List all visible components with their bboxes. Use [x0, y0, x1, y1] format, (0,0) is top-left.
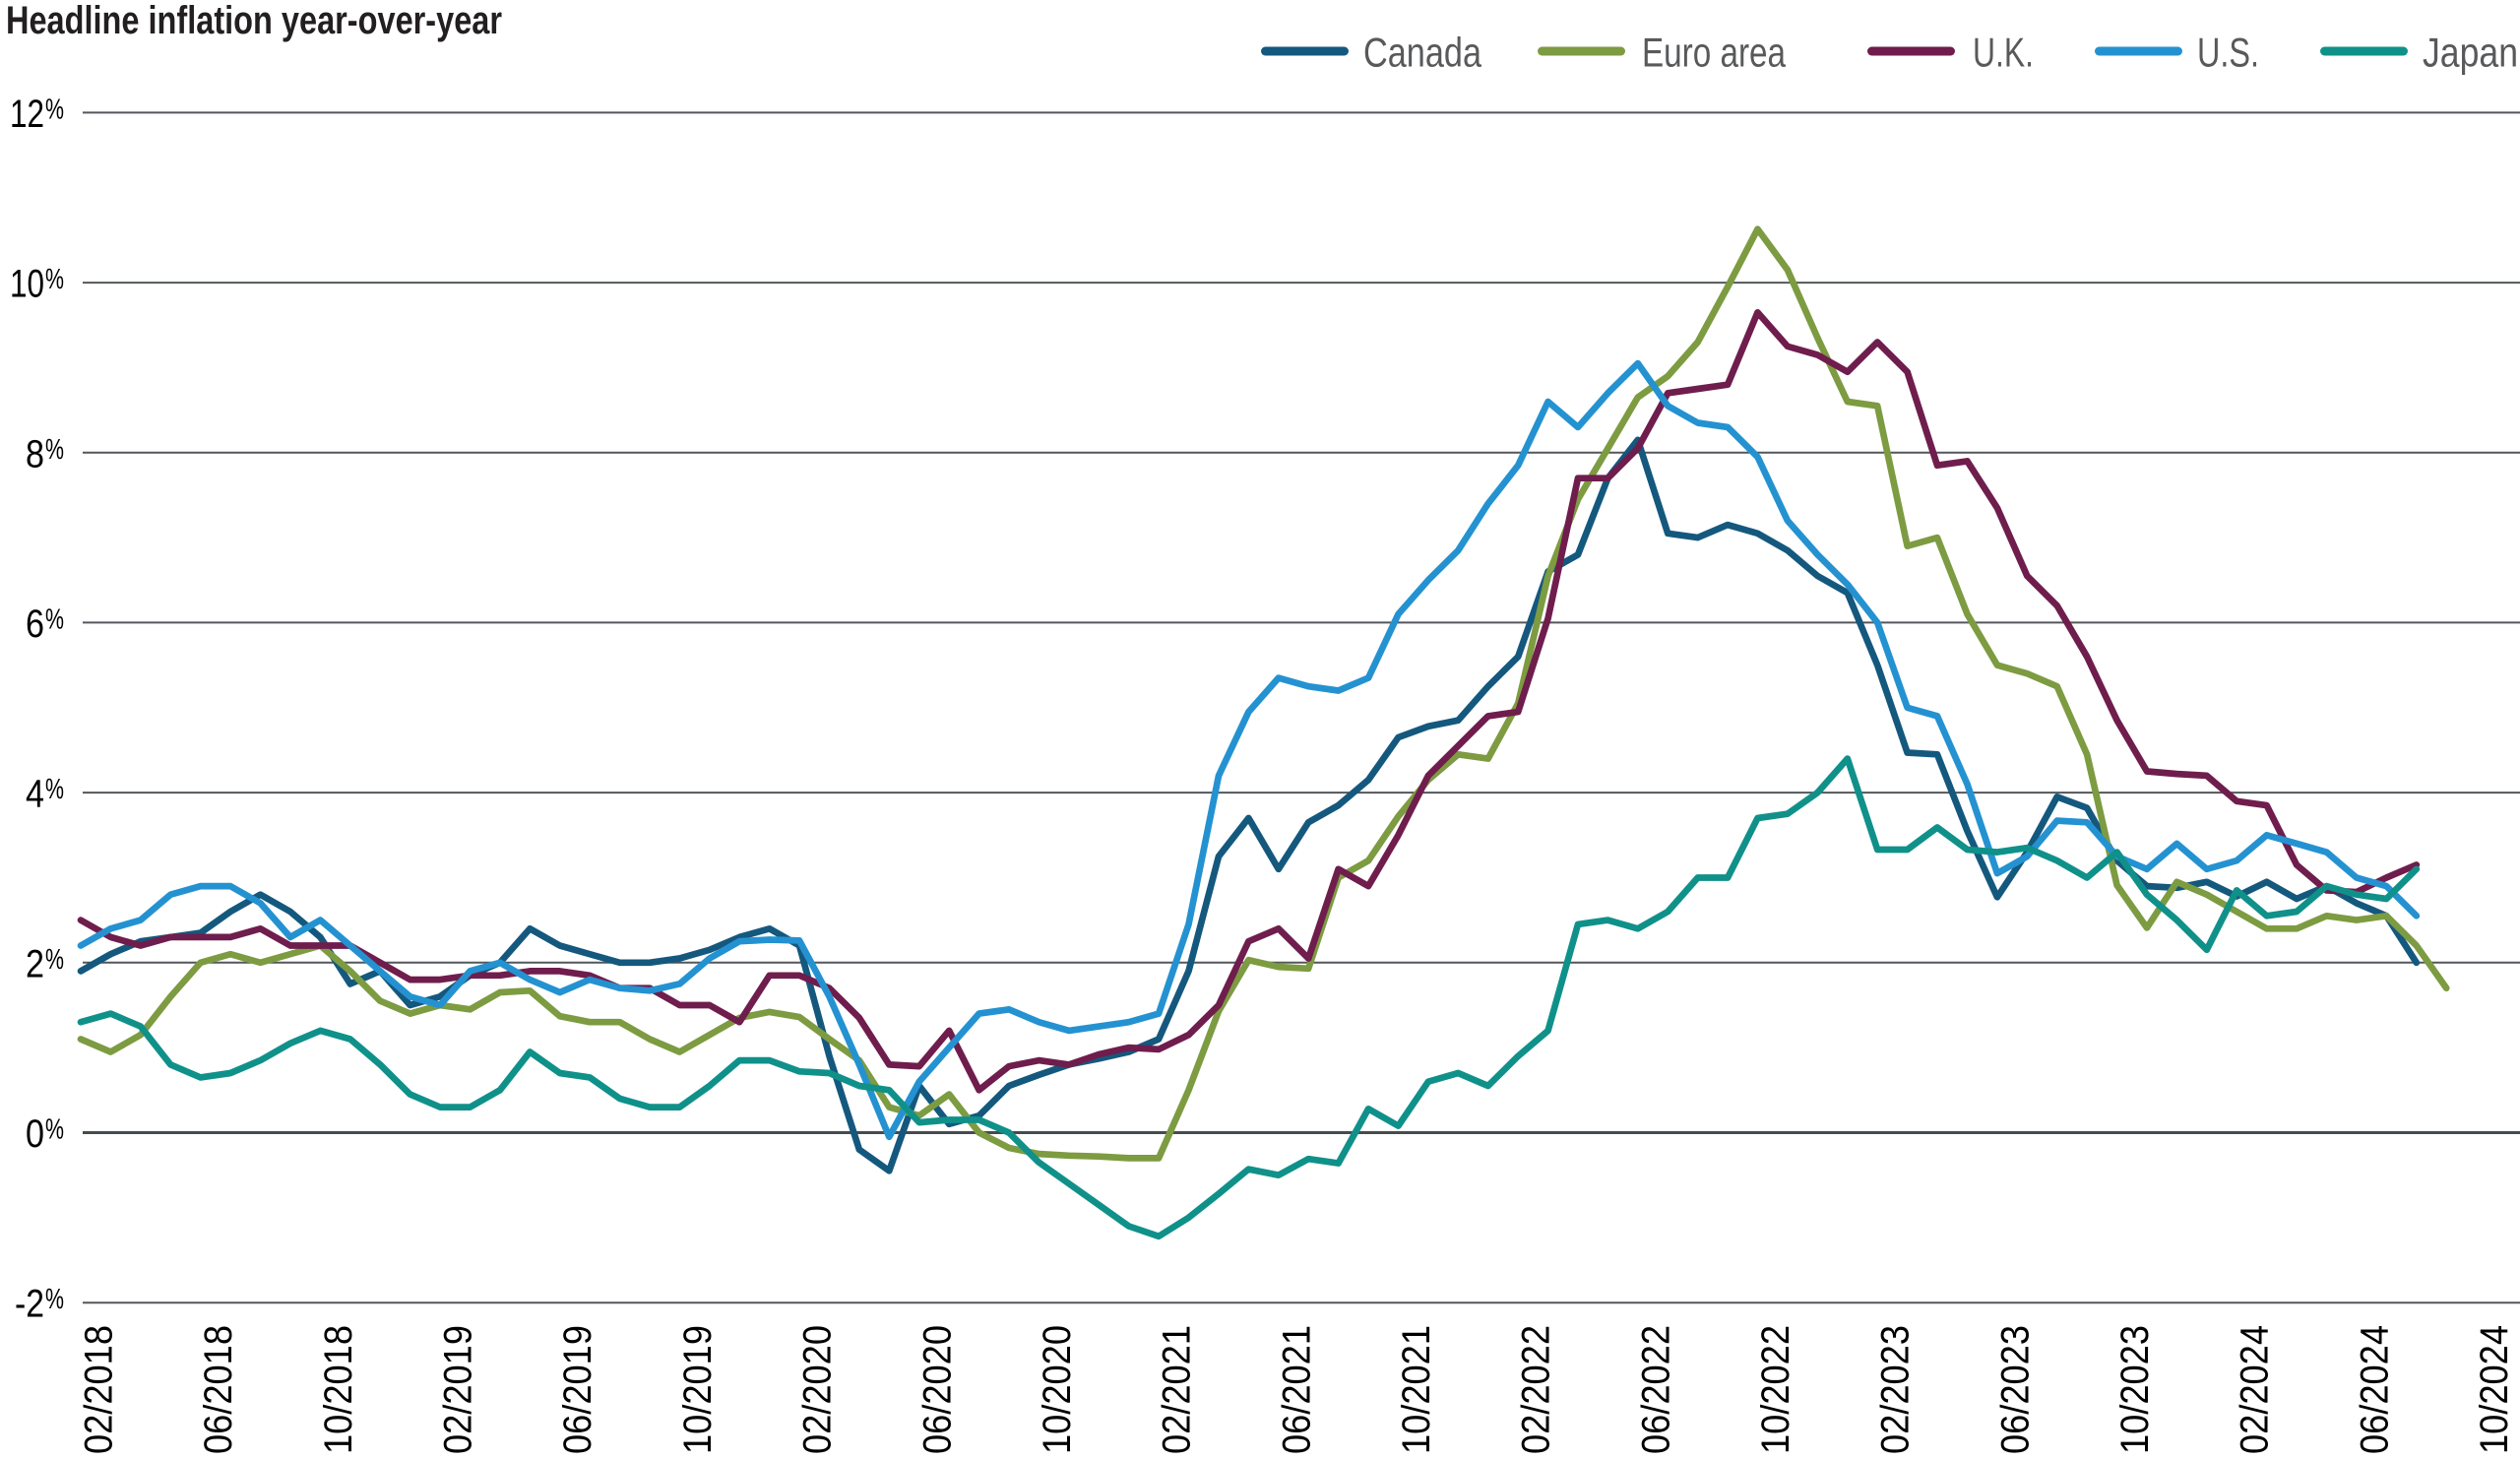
svg-text:U.S.: U.S. — [2197, 30, 2259, 76]
svg-text:10/2021: 10/2021 — [1395, 1325, 1438, 1454]
svg-text:06/2022: 06/2022 — [1634, 1325, 1677, 1454]
svg-text:02/2021: 02/2021 — [1156, 1325, 1199, 1454]
svg-text:10/2018: 10/2018 — [317, 1325, 360, 1454]
svg-text:Canada: Canada — [1363, 30, 1482, 76]
svg-text:6: 6 — [26, 603, 44, 646]
svg-text:-2: -2 — [15, 1283, 44, 1326]
svg-text:Euro area: Euro area — [1642, 30, 1787, 76]
svg-text:02/2022: 02/2022 — [1515, 1325, 1558, 1454]
svg-text:10/2024: 10/2024 — [2473, 1325, 2516, 1454]
svg-text:4: 4 — [26, 773, 44, 816]
svg-text:02/2018: 02/2018 — [78, 1325, 121, 1454]
svg-text:10/2019: 10/2019 — [676, 1325, 720, 1454]
svg-text:06/2023: 06/2023 — [1993, 1325, 2037, 1454]
svg-text:10: 10 — [10, 263, 44, 306]
svg-text:Headline inflation year-over-y: Headline inflation year-over-year — [6, 0, 502, 42]
svg-text:12: 12 — [10, 93, 44, 136]
svg-text:%: % — [45, 1284, 64, 1315]
svg-text:10/2022: 10/2022 — [1754, 1325, 1797, 1454]
svg-text:%: % — [45, 94, 64, 125]
svg-text:Japan: Japan — [2423, 30, 2518, 76]
svg-text:U.K.: U.K. — [1973, 30, 2034, 76]
svg-text:02/2020: 02/2020 — [796, 1325, 840, 1454]
svg-text:06/2018: 06/2018 — [197, 1325, 240, 1454]
svg-text:10/2023: 10/2023 — [2113, 1325, 2157, 1454]
svg-text:%: % — [45, 264, 64, 295]
svg-text:%: % — [45, 1114, 64, 1146]
svg-text:06/2019: 06/2019 — [556, 1325, 599, 1454]
svg-text:02/2019: 02/2019 — [437, 1325, 480, 1454]
svg-text:%: % — [45, 944, 64, 976]
svg-text:0: 0 — [26, 1112, 44, 1156]
svg-text:06/2024: 06/2024 — [2353, 1325, 2396, 1454]
svg-text:8: 8 — [26, 432, 44, 476]
svg-text:%: % — [45, 603, 64, 635]
svg-text:02/2023: 02/2023 — [1874, 1325, 1918, 1454]
svg-text:06/2020: 06/2020 — [915, 1325, 959, 1454]
svg-text:2: 2 — [26, 942, 44, 985]
svg-text:10/2020: 10/2020 — [1036, 1325, 1079, 1454]
svg-text:%: % — [45, 434, 64, 466]
svg-text:02/2024: 02/2024 — [2234, 1325, 2277, 1454]
svg-text:%: % — [45, 774, 64, 805]
svg-text:06/2021: 06/2021 — [1275, 1325, 1318, 1454]
